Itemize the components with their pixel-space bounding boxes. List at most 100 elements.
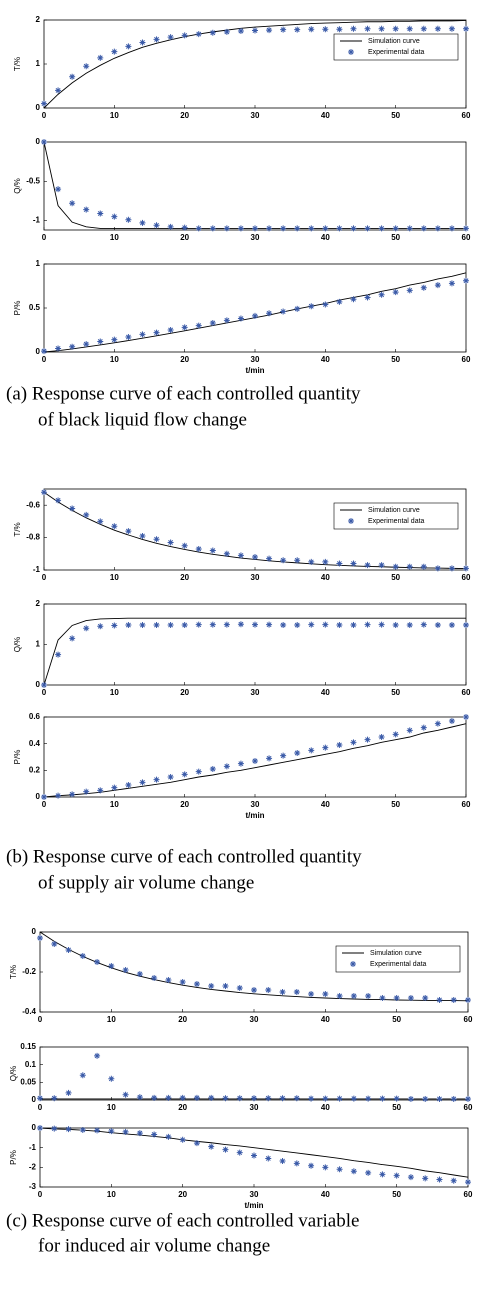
x-tick-label: 30 <box>251 111 260 120</box>
data-point <box>151 1131 158 1138</box>
data-point <box>222 1095 229 1102</box>
data-point <box>139 622 146 629</box>
data-point <box>463 714 469 720</box>
y-tick-label: 0.6 <box>29 712 41 721</box>
data-point <box>237 315 244 322</box>
data-point <box>165 977 172 983</box>
data-point <box>179 1094 186 1101</box>
y-tick-label: 0 <box>36 137 41 146</box>
y-tick-label: 1 <box>36 259 41 268</box>
data-point <box>165 1094 172 1101</box>
data-point <box>195 545 202 552</box>
data-point <box>51 1125 58 1132</box>
data-point <box>420 563 427 570</box>
data-point <box>322 301 329 308</box>
x-tick-label: 40 <box>321 1015 330 1024</box>
data-point <box>308 1162 315 1169</box>
data-point <box>364 225 371 232</box>
y-tick-label: 1 <box>36 640 41 649</box>
data-point <box>308 303 315 310</box>
data-point <box>237 760 244 767</box>
data-point <box>379 1171 386 1178</box>
data-point <box>97 54 104 61</box>
data-point <box>69 791 76 798</box>
x-tick-label: 40 <box>321 355 330 364</box>
y-axis-label: P/% <box>9 1150 18 1165</box>
plot-area <box>43 716 467 798</box>
y-tick-label: 0.05 <box>20 1077 36 1086</box>
data-point <box>111 48 118 55</box>
data-point <box>208 1094 215 1101</box>
data-point <box>448 622 455 629</box>
x-axis-label: t/min <box>244 1201 263 1210</box>
data-point <box>153 776 160 783</box>
data-point <box>69 635 76 642</box>
data-point <box>251 987 257 993</box>
legend-label: Experimental data <box>368 49 425 56</box>
data-point <box>450 1095 457 1102</box>
data-point <box>51 1095 58 1102</box>
data-point <box>236 1149 243 1156</box>
x-tick-label: 40 <box>321 1190 330 1199</box>
x-tick-label: 10 <box>107 1015 116 1024</box>
data-point <box>167 223 174 230</box>
data-point <box>364 736 371 743</box>
y-tick-label: 0.4 <box>29 739 41 748</box>
data-point <box>223 550 230 557</box>
x-tick-label: 60 <box>462 233 471 242</box>
data-point <box>322 1164 329 1171</box>
data-point <box>167 774 174 780</box>
data-point <box>294 557 301 564</box>
data-point <box>252 621 258 628</box>
y-tick-label: 2 <box>36 15 41 24</box>
data-point <box>420 25 427 32</box>
data-point <box>153 329 160 336</box>
data-point <box>407 995 414 1001</box>
data-point <box>209 621 216 628</box>
x-tick-label: 20 <box>178 1190 187 1199</box>
curve <box>43 617 466 686</box>
legend-marker <box>348 518 354 524</box>
data-point <box>350 25 357 32</box>
data-point <box>465 1179 471 1186</box>
data-point <box>111 622 118 629</box>
data-point <box>350 1095 357 1102</box>
data-point <box>392 731 399 738</box>
data-point <box>94 1052 101 1059</box>
data-point <box>280 225 287 232</box>
data-point <box>448 25 455 32</box>
data-point <box>55 186 62 193</box>
data-point <box>280 622 287 629</box>
data-point <box>111 336 118 343</box>
data-point <box>252 312 258 319</box>
data-point <box>265 987 272 993</box>
data-point <box>293 1160 300 1167</box>
x-tick-label: 20 <box>180 688 189 697</box>
data-point <box>252 27 258 34</box>
data-point <box>308 26 315 33</box>
x-tick-label: 0 <box>42 355 47 364</box>
y-tick-label: 0 <box>32 927 37 936</box>
legend-label: Simulation curve <box>368 38 420 45</box>
y-tick-label: 0 <box>32 1095 37 1104</box>
data-point <box>181 224 188 231</box>
y-tick-label: -0.5 <box>26 176 40 185</box>
x-tick-label: 20 <box>180 233 189 242</box>
data-point <box>393 1172 400 1179</box>
data-point <box>151 975 158 981</box>
x-tick-label: 50 <box>392 1015 401 1024</box>
data-point <box>41 100 47 107</box>
data-point <box>65 1089 72 1096</box>
data-point <box>167 327 174 333</box>
x-tick-label: 50 <box>392 1190 401 1199</box>
data-point <box>294 225 301 232</box>
data-point <box>79 1072 86 1079</box>
x-tick-label: 30 <box>251 573 260 582</box>
data-point <box>265 1155 272 1162</box>
data-point <box>463 622 469 629</box>
x-tick-label: 30 <box>251 688 260 697</box>
caption: for induced air volume change <box>38 1235 270 1256</box>
data-point <box>448 718 455 724</box>
data-point <box>97 623 104 630</box>
data-point <box>209 225 216 232</box>
